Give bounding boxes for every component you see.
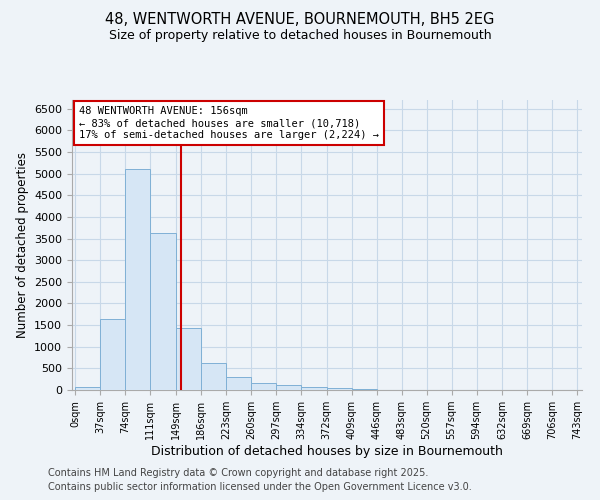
Y-axis label: Number of detached properties: Number of detached properties: [16, 152, 29, 338]
Bar: [76, 387, 100, 390]
Text: 48, WENTWORTH AVENUE, BOURNEMOUTH, BH5 2EG: 48, WENTWORTH AVENUE, BOURNEMOUTH, BH5 2…: [106, 12, 494, 28]
Bar: [301, 387, 326, 390]
Bar: [276, 385, 301, 390]
Text: 48 WENTWORTH AVENUE: 156sqm
← 83% of detached houses are smaller (10,718)
17% of: 48 WENTWORTH AVENUE: 156sqm ← 83% of det…: [79, 106, 379, 140]
Bar: [176, 328, 201, 390]
Bar: [201, 363, 226, 390]
Bar: [327, 388, 352, 390]
Bar: [125, 170, 150, 390]
Text: Size of property relative to detached houses in Bournemouth: Size of property relative to detached ho…: [109, 29, 491, 42]
Bar: [226, 376, 251, 390]
Text: Contains HM Land Registry data © Crown copyright and database right 2025.: Contains HM Land Registry data © Crown c…: [48, 468, 428, 477]
Text: Contains public sector information licensed under the Open Government Licence v3: Contains public sector information licen…: [48, 482, 472, 492]
Bar: [151, 234, 176, 390]
Bar: [251, 384, 276, 390]
Bar: [352, 389, 377, 390]
Bar: [100, 318, 125, 390]
X-axis label: Distribution of detached houses by size in Bournemouth: Distribution of detached houses by size …: [151, 445, 503, 458]
